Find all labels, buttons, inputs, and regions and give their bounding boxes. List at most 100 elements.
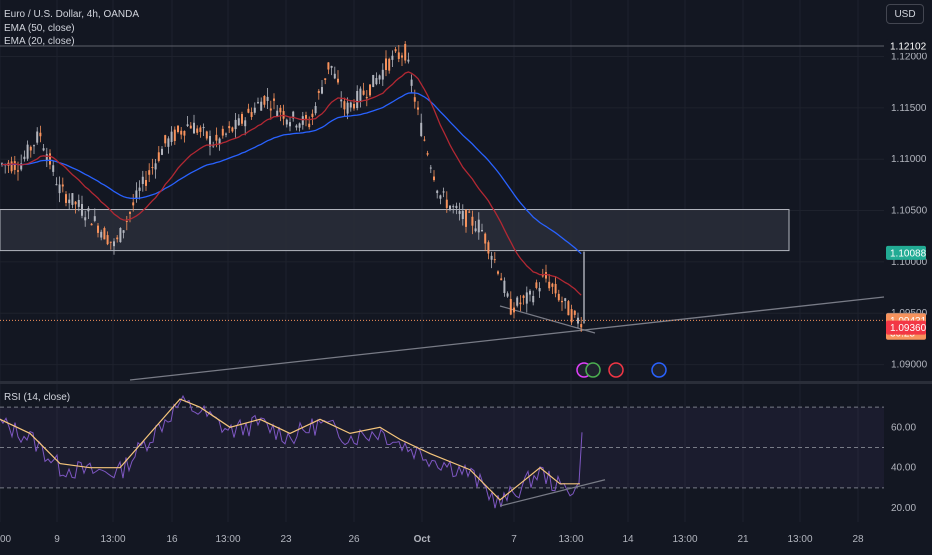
price-badge-label: 1.12102 (890, 42, 927, 53)
candle-body (317, 90, 320, 93)
candle-body (375, 78, 378, 85)
candle-body (55, 184, 58, 186)
candle-body (23, 156, 26, 160)
candle-body (397, 52, 400, 59)
candle-body (173, 129, 176, 142)
rsi-tick-label: 40.00 (891, 463, 916, 474)
candle-body (391, 55, 394, 60)
candle-body (29, 146, 32, 151)
currency-button[interactable]: USD (886, 4, 924, 24)
candle-body (311, 113, 314, 117)
candle-body (343, 101, 346, 110)
candle-body (410, 79, 413, 86)
candle-body (49, 153, 51, 165)
candle-body (68, 199, 71, 204)
candle-body (401, 55, 403, 58)
candle-body (372, 74, 375, 87)
candle-body (20, 163, 23, 170)
candle-body (269, 108, 272, 111)
candle-body (17, 170, 19, 172)
candle-body (301, 116, 304, 125)
candle-body (93, 216, 96, 221)
candle-body (333, 73, 336, 79)
price-badge-label: 1.09360 (890, 323, 927, 334)
candle-body (97, 225, 99, 233)
time-tick-label: 13:00 (100, 534, 125, 545)
ema-lines (1, 71, 582, 296)
candle-body (129, 212, 131, 214)
candle-body (199, 127, 202, 132)
candle-body (324, 78, 327, 80)
candle-body (13, 161, 16, 170)
candle-body (477, 219, 480, 233)
candle-body (106, 235, 109, 245)
candle-body (353, 103, 355, 109)
candle-body (276, 110, 279, 117)
candle-body (356, 91, 359, 109)
time-tick-label: 26 (348, 534, 360, 545)
candle-body (263, 95, 266, 105)
time-tick-label: 13:00 (215, 534, 240, 545)
candle-body (500, 278, 503, 281)
candle-body (247, 108, 250, 113)
candle-body (109, 241, 112, 243)
ema20-legend[interactable]: EMA (20, close) (4, 36, 75, 47)
candle-body (295, 125, 298, 128)
candle-body (561, 300, 563, 303)
descending-trendline (499, 305, 596, 334)
candle-body (557, 293, 560, 301)
candle-body (516, 297, 519, 306)
candle-body (548, 281, 551, 289)
candle-body (221, 128, 224, 136)
candle-body (231, 127, 234, 132)
candle-body (215, 134, 218, 141)
time-tick-label: 14 (622, 534, 634, 545)
candle-body (177, 125, 179, 132)
rsi-legend[interactable]: RSI (14, close) (4, 392, 71, 403)
price-tick-label: 1.12000 (891, 51, 928, 62)
candle-body (52, 165, 55, 172)
candle-body (103, 228, 106, 240)
candle-body (250, 112, 253, 117)
time-tick-label: 13:00 (787, 534, 812, 545)
rsi-trendline (499, 479, 606, 507)
candle-body (535, 282, 538, 288)
candle-body (234, 119, 237, 130)
time-tick-label: 16 (166, 534, 178, 545)
candle-body (61, 184, 64, 187)
candle-body (148, 170, 151, 175)
candlestick-series (1, 41, 585, 332)
candle-body (519, 302, 522, 305)
economic-event-icons[interactable] (576, 362, 667, 378)
symbol-title[interactable]: Euro / U.S. Dollar, 4h, OANDA (4, 9, 140, 20)
rsi-tick-label: 20.00 (891, 503, 916, 514)
candle-body (577, 317, 579, 324)
rsi-panel: 60.00 40.00 20.00 (0, 394, 916, 514)
support-resistance-zone (0, 209, 790, 252)
ema50-legend[interactable]: EMA (50, close) (4, 22, 75, 34)
candle-body (385, 58, 387, 70)
candle-body (429, 167, 432, 169)
candle-body (314, 106, 317, 114)
supply-demand-zone (0, 209, 790, 252)
candle-body (161, 148, 163, 155)
time-axis: 00 9 13:00 16 13:00 23 26 Oct 7 13:00 14 13:00 21 13:… (0, 534, 864, 545)
candle-body (522, 295, 525, 298)
time-tick-label: 21 (737, 534, 749, 545)
candle-body (241, 114, 243, 124)
candle-body (122, 230, 125, 233)
time-tick-label: 13:00 (672, 534, 697, 545)
price-tick-label: 1.09000 (891, 360, 928, 371)
candle-body (228, 126, 231, 129)
time-tick-label: Oct (414, 534, 431, 545)
candle-body (36, 131, 39, 143)
time-tick-label: 00 (0, 534, 12, 545)
candle-body (487, 242, 490, 254)
candle-body (157, 152, 160, 161)
candle-body (327, 62, 330, 70)
candle-body (580, 324, 583, 328)
candle-body (90, 223, 93, 226)
candle-body (119, 228, 122, 243)
